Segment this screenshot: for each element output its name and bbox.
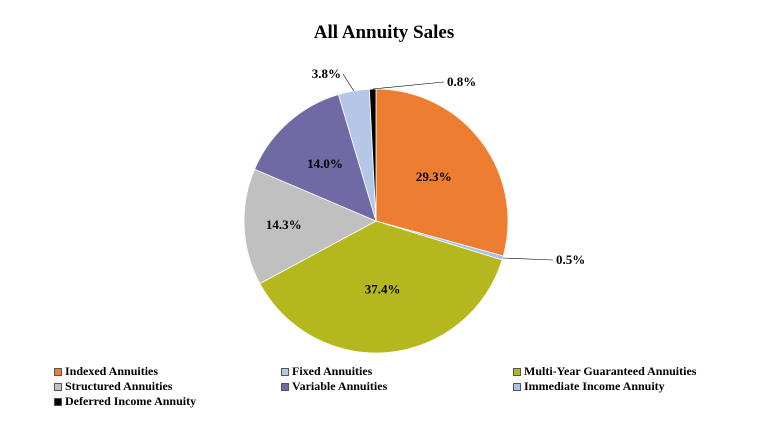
slice-label: 14.0% bbox=[307, 156, 343, 171]
legend-label: Variable Annuities bbox=[292, 379, 388, 393]
slice-label: 29.3% bbox=[416, 169, 452, 184]
legend-label: Indexed Annuities bbox=[65, 364, 159, 378]
legend-swatch bbox=[513, 382, 521, 391]
chart-title: All Annuity Sales bbox=[313, 22, 455, 43]
legend-label: Immediate Income Annuity bbox=[524, 379, 665, 393]
pie-slice-structured-annuities bbox=[243, 168, 377, 285]
slice-label: 0.8% bbox=[447, 74, 476, 89]
leader-line bbox=[372, 81, 445, 90]
leader-line bbox=[342, 73, 354, 92]
legend-item: Variable Annuities bbox=[281, 379, 387, 394]
legend-swatch bbox=[281, 382, 289, 391]
legend-label: Structured Annuities bbox=[65, 379, 173, 393]
legend-label: Fixed Annuities bbox=[292, 364, 373, 378]
legend-swatch bbox=[513, 367, 521, 376]
pie-slice-variable-annuities bbox=[254, 93, 377, 222]
slice-label: 0.5% bbox=[556, 252, 585, 267]
slice-label: 14.3% bbox=[266, 217, 302, 232]
slice-label: 37.4% bbox=[365, 281, 401, 296]
legend-item: Structured Annuities bbox=[54, 379, 172, 394]
legend-item: Multi-Year Guaranteed Annuities bbox=[513, 364, 696, 379]
legend-swatch bbox=[54, 397, 62, 406]
legend-item: Immediate Income Annuity bbox=[513, 379, 665, 394]
legend-label: Multi-Year Guaranteed Annuities bbox=[524, 364, 697, 378]
legend-item: Fixed Annuities bbox=[281, 364, 372, 379]
legend-swatch bbox=[54, 382, 62, 391]
legend-label: Deferred Income Annuity bbox=[65, 394, 197, 408]
legend-swatch bbox=[281, 367, 289, 376]
legend-swatch bbox=[54, 367, 62, 376]
legend-item: Indexed Annuities bbox=[54, 364, 158, 379]
pie-slice-multi-year-guaranteed-annuities bbox=[259, 220, 503, 354]
leader-line bbox=[502, 257, 554, 261]
slice-label: 3.8% bbox=[312, 66, 341, 81]
pie-slice-indexed-annuities bbox=[375, 88, 509, 257]
legend-item: Deferred Income Annuity bbox=[54, 394, 196, 409]
